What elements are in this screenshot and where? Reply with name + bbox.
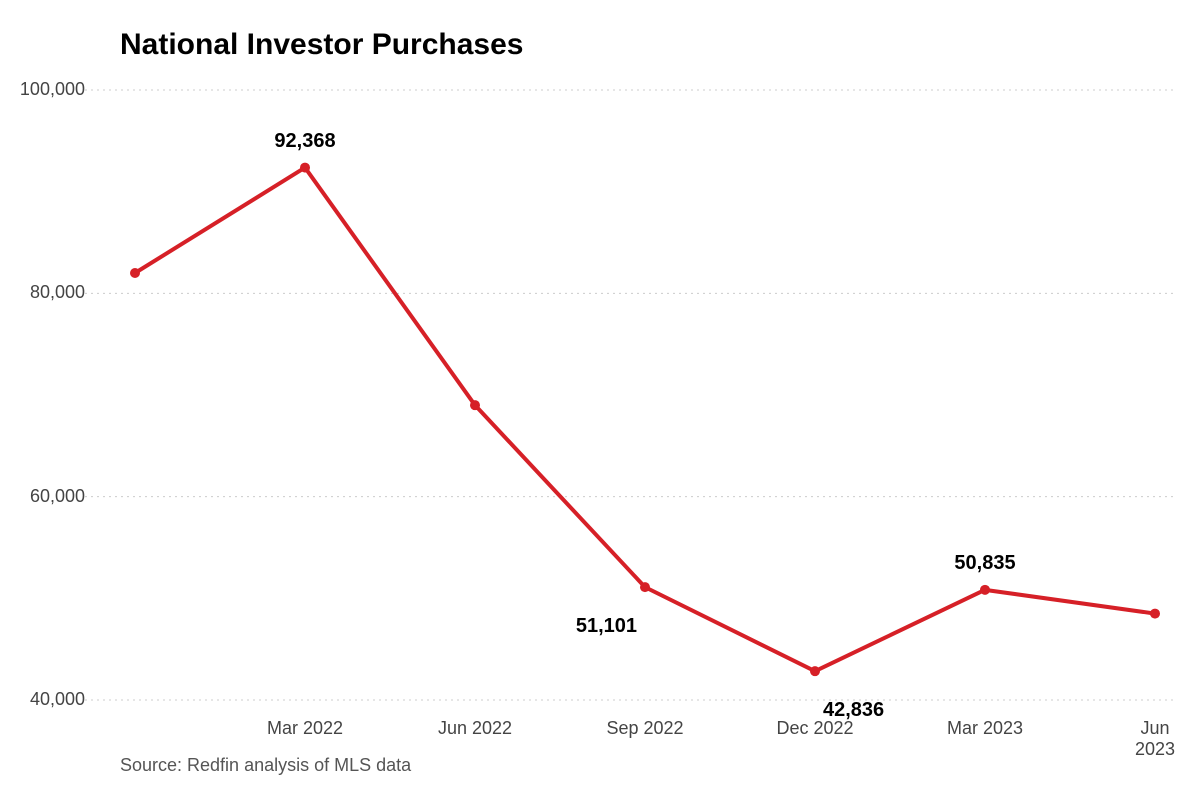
x-axis-tick-label: Mar 2022 (267, 718, 343, 739)
y-axis-tick-label: 60,000 (10, 486, 85, 507)
y-axis-tick-label: 40,000 (10, 689, 85, 710)
x-axis-tick-label: Sep 2022 (606, 718, 683, 739)
x-axis-tick-label: Mar 2023 (947, 718, 1023, 739)
data-point-label: 92,368 (274, 130, 335, 153)
chart-source: Source: Redfin analysis of MLS data (120, 755, 411, 776)
x-axis-tick-label: Jun 2023 (1133, 718, 1178, 760)
y-axis-tick-label: 80,000 (10, 282, 85, 303)
y-axis-tick-label: 100,000 (10, 79, 85, 100)
chart-svg (0, 0, 1200, 800)
data-point-label: 42,836 (823, 699, 884, 722)
x-axis-tick-label: Jun 2022 (438, 718, 512, 739)
data-point-label: 50,835 (954, 552, 1015, 575)
chart-container: National Investor Purchases Source: Redf… (0, 0, 1200, 800)
data-point-label: 51,101 (576, 615, 637, 638)
